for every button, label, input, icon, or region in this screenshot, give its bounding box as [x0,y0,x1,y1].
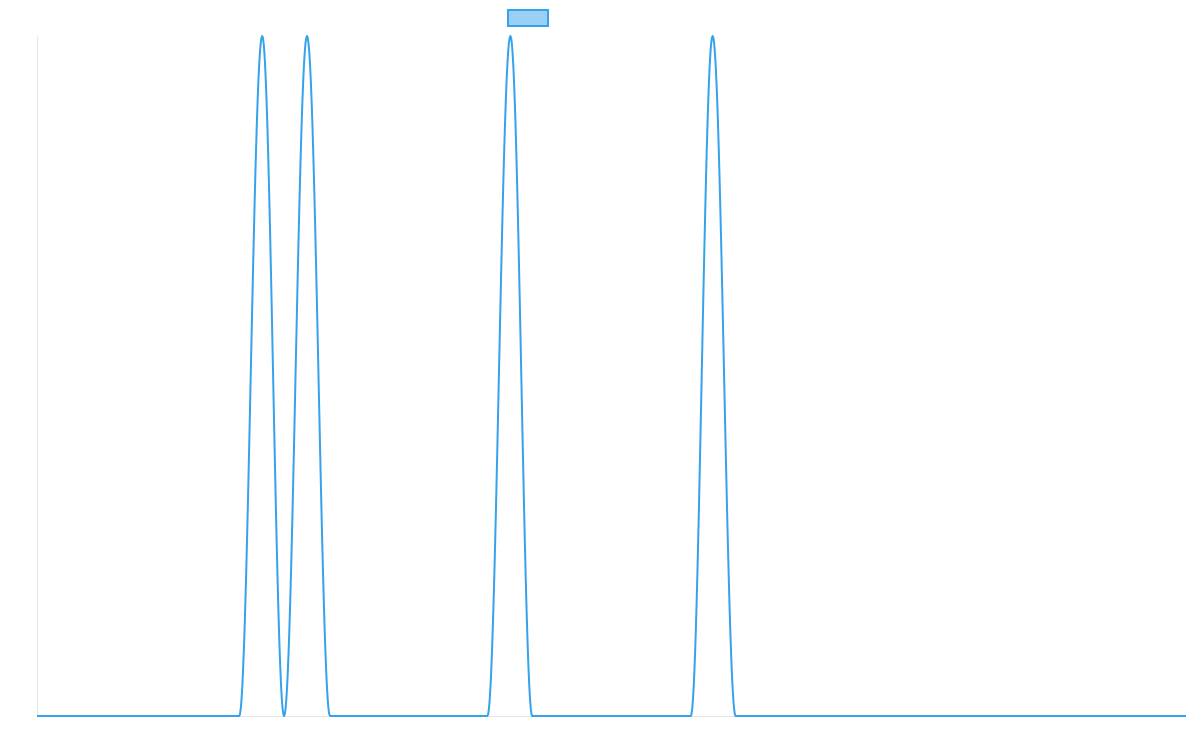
data-point[interactable] [327,713,333,719]
data-point[interactable] [236,713,242,719]
data-point[interactable] [484,713,490,719]
legend-swatch[interactable] [507,9,549,27]
data-point[interactable] [1183,713,1189,719]
series-line-0[interactable] [37,35,1186,717]
data-point[interactable] [507,33,513,39]
data-point[interactable] [529,713,535,719]
data-point[interactable] [34,713,40,719]
data-point[interactable] [281,713,287,719]
data-point[interactable] [733,713,739,719]
data-point[interactable] [304,33,310,39]
data-point[interactable] [259,33,265,39]
legend[interactable] [507,9,549,27]
series-layer [34,33,1189,719]
data-point[interactable] [710,33,716,39]
data-point[interactable] [688,713,694,719]
